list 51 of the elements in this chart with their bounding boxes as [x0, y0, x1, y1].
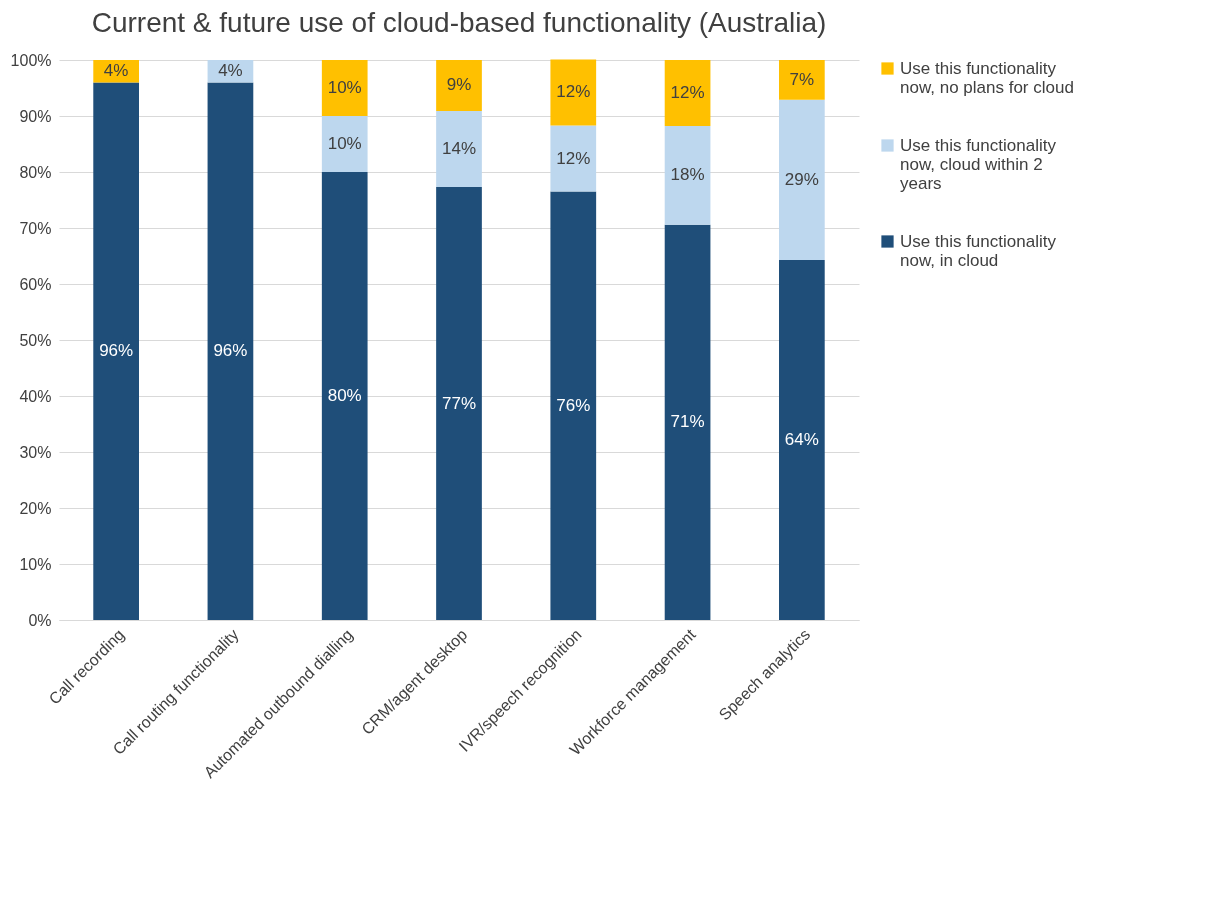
- y-tick-label: 80%: [19, 163, 52, 181]
- bar: [779, 99, 825, 260]
- y-tick-label: 10%: [19, 555, 52, 573]
- data-label: 7%: [789, 69, 815, 89]
- data-label: 14%: [441, 139, 477, 159]
- y-tick-label: 50%: [19, 331, 52, 349]
- data-label: 9%: [446, 75, 472, 95]
- legend-label: Use this functionality now, in cloud: [900, 231, 1057, 270]
- data-label: 29%: [784, 169, 819, 189]
- bar: [779, 259, 825, 620]
- data-label: 12%: [670, 83, 705, 103]
- y-tick-label: 40%: [19, 387, 52, 405]
- chart-title: Current & future use of cloud-based functionality (Australia): [91, 7, 827, 38]
- bar: [93, 82, 139, 620]
- bar: [207, 82, 254, 620]
- data-label: 4%: [218, 61, 243, 81]
- data-label: 96%: [99, 341, 134, 361]
- legend-label: Use this functionality now, no plans for cloud: [900, 58, 1074, 97]
- data-label: 12%: [556, 82, 591, 102]
- data-label: 77%: [441, 393, 477, 413]
- bar: [321, 116, 368, 172]
- y-tick-label: 0%: [28, 611, 52, 629]
- bar: [550, 59, 597, 126]
- bar: [436, 110, 482, 188]
- data-label: 10%: [327, 134, 362, 153]
- bar: [321, 172, 368, 620]
- y-tick-label: 60%: [19, 275, 52, 293]
- data-label: 18%: [670, 165, 705, 185]
- bar: [664, 60, 711, 127]
- bar: [550, 125, 597, 192]
- data-label: 10%: [327, 78, 362, 97]
- legend-label: Use this functionality now, cloud within 2 years: [900, 135, 1057, 193]
- bar: [779, 60, 825, 100]
- bar: [321, 60, 368, 116]
- y-tick-label: 90%: [19, 107, 52, 125]
- y-tick-label: 30%: [19, 443, 52, 461]
- y-tick-label: 100%: [10, 51, 52, 69]
- y-tick-label: 70%: [19, 219, 52, 237]
- data-label: 4%: [103, 61, 129, 81]
- y-tick-label: 20%: [19, 499, 52, 517]
- data-label: 96%: [213, 341, 248, 361]
- data-label: 71%: [670, 412, 705, 432]
- bar: [436, 60, 482, 111]
- data-label: 12%: [556, 148, 591, 168]
- bar: [664, 126, 711, 225]
- data-label: 64%: [784, 429, 819, 449]
- data-label: 80%: [327, 386, 362, 405]
- data-label: 76%: [556, 395, 591, 415]
- bar: [436, 187, 482, 620]
- bar: [550, 191, 597, 620]
- bar: [664, 224, 711, 620]
